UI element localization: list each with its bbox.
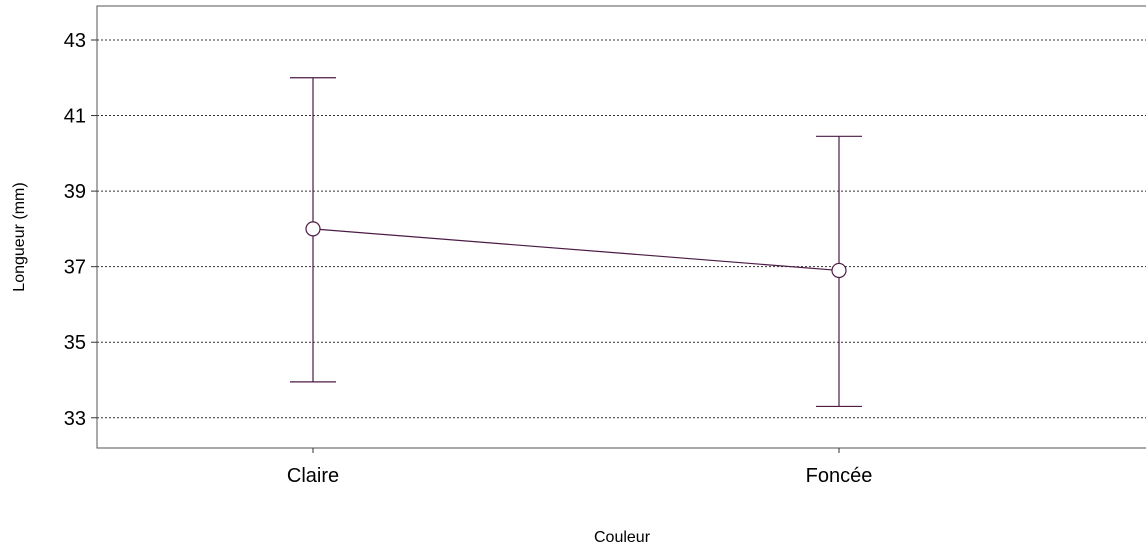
data-point — [305, 221, 321, 237]
x-axis-title: Couleur — [594, 529, 651, 546]
x-tick-label: Claire — [287, 465, 339, 487]
y-tick-label: 41 — [64, 106, 86, 128]
y-axis-ticks: 33 35 37 39 41 43 — [64, 30, 97, 430]
x-tick-label: Foncée — [806, 465, 873, 487]
grid-lines — [97, 39, 1146, 419]
y-tick-label: 37 — [64, 257, 86, 279]
y-tick-label: 43 — [64, 30, 86, 52]
y-tick-label: 39 — [64, 181, 86, 203]
y-axis-title: Longueur (mm) — [11, 182, 28, 291]
y-tick-label: 35 — [64, 332, 86, 354]
data-point — [831, 262, 847, 279]
series-line — [312, 228, 840, 272]
y-tick-label: 33 — [64, 408, 86, 430]
series — [290, 77, 862, 408]
plot-frame — [96, 5, 1146, 449]
x-axis-ticks: Claire Foncée — [287, 448, 872, 487]
